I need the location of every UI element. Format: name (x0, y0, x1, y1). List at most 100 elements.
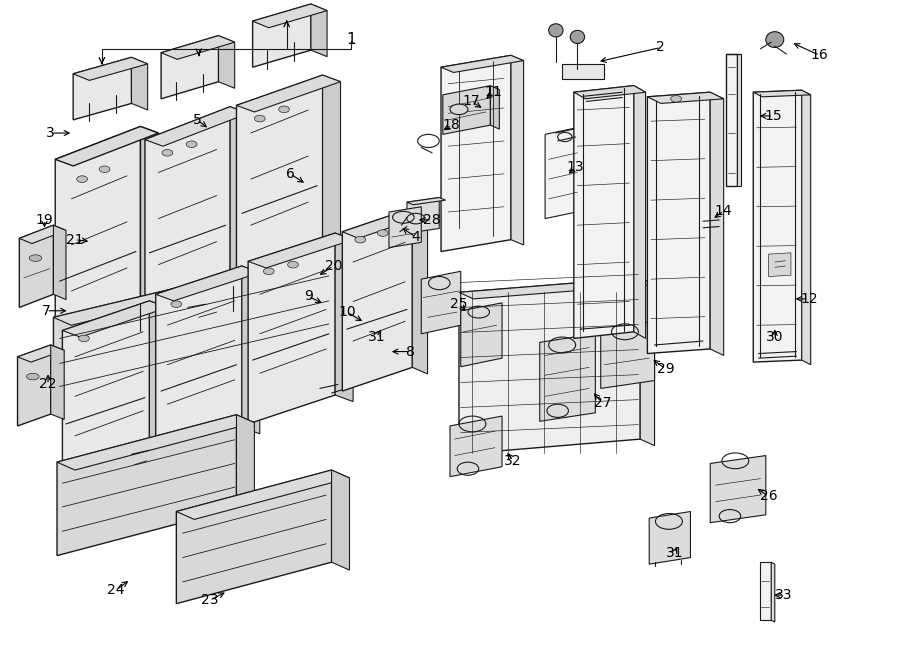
Polygon shape (176, 470, 349, 520)
Polygon shape (407, 198, 446, 205)
Ellipse shape (26, 373, 39, 380)
Polygon shape (140, 126, 158, 350)
Polygon shape (562, 64, 604, 79)
Polygon shape (649, 512, 690, 564)
Polygon shape (55, 126, 158, 166)
Ellipse shape (29, 254, 41, 261)
Text: 7: 7 (42, 304, 50, 318)
Text: 22: 22 (40, 377, 57, 391)
Text: 1: 1 (346, 32, 356, 47)
Ellipse shape (766, 32, 784, 48)
Text: 18: 18 (443, 118, 461, 132)
Ellipse shape (355, 237, 365, 243)
Ellipse shape (264, 268, 274, 274)
Text: 5: 5 (193, 113, 202, 127)
Polygon shape (726, 54, 737, 186)
Text: 29: 29 (656, 362, 674, 375)
Polygon shape (540, 334, 596, 421)
Polygon shape (50, 345, 64, 419)
Polygon shape (230, 106, 248, 311)
Polygon shape (253, 4, 327, 28)
Polygon shape (640, 278, 654, 446)
Polygon shape (237, 414, 255, 516)
Polygon shape (53, 225, 66, 299)
Polygon shape (421, 271, 461, 334)
Text: 26: 26 (760, 489, 778, 504)
Polygon shape (237, 75, 322, 296)
Polygon shape (443, 86, 491, 134)
Text: 2: 2 (656, 40, 665, 54)
Polygon shape (600, 321, 654, 389)
Polygon shape (242, 266, 260, 434)
Text: 23: 23 (201, 594, 219, 607)
Text: 15: 15 (764, 109, 782, 123)
Polygon shape (461, 303, 502, 367)
Polygon shape (574, 86, 645, 98)
Polygon shape (802, 91, 811, 365)
Polygon shape (634, 86, 645, 338)
Polygon shape (57, 414, 237, 556)
Polygon shape (450, 416, 502, 477)
Text: 16: 16 (811, 48, 829, 62)
Text: 27: 27 (594, 396, 611, 410)
Polygon shape (647, 93, 710, 354)
Text: 20: 20 (325, 259, 342, 273)
Polygon shape (545, 126, 583, 219)
Text: 19: 19 (36, 213, 53, 227)
Ellipse shape (78, 335, 89, 342)
Polygon shape (769, 253, 791, 276)
Polygon shape (335, 233, 353, 402)
Polygon shape (771, 563, 775, 622)
Ellipse shape (377, 230, 388, 237)
Polygon shape (412, 208, 427, 374)
Text: 31: 31 (367, 330, 385, 344)
Polygon shape (459, 278, 640, 454)
Text: 25: 25 (450, 297, 468, 311)
Polygon shape (17, 345, 50, 426)
Polygon shape (145, 106, 230, 337)
Text: 13: 13 (567, 160, 584, 175)
Text: 12: 12 (800, 292, 818, 306)
Polygon shape (248, 233, 335, 424)
Ellipse shape (162, 149, 173, 156)
Polygon shape (73, 58, 131, 120)
Ellipse shape (549, 24, 563, 37)
Text: 10: 10 (338, 305, 356, 319)
Polygon shape (248, 233, 353, 268)
Polygon shape (647, 93, 724, 103)
Polygon shape (511, 56, 524, 245)
Polygon shape (19, 225, 66, 244)
Polygon shape (459, 278, 654, 299)
Polygon shape (62, 301, 149, 488)
Text: 11: 11 (484, 85, 502, 99)
Polygon shape (156, 266, 242, 455)
Polygon shape (737, 54, 741, 186)
Polygon shape (17, 345, 64, 362)
Polygon shape (53, 252, 346, 325)
Text: 31: 31 (665, 546, 683, 560)
Polygon shape (57, 414, 255, 470)
Text: 4: 4 (411, 230, 420, 244)
Ellipse shape (186, 141, 197, 147)
Polygon shape (331, 470, 349, 570)
Ellipse shape (450, 104, 468, 114)
Polygon shape (219, 36, 235, 89)
Text: 33: 33 (775, 588, 793, 602)
Polygon shape (73, 58, 148, 81)
Polygon shape (161, 36, 235, 59)
Text: 8: 8 (406, 344, 415, 358)
Polygon shape (149, 301, 167, 465)
Polygon shape (53, 252, 328, 403)
Ellipse shape (571, 30, 585, 44)
Text: 30: 30 (766, 330, 784, 344)
Polygon shape (753, 91, 802, 362)
Polygon shape (322, 75, 340, 272)
Text: 32: 32 (504, 454, 522, 468)
Polygon shape (441, 56, 511, 252)
Polygon shape (161, 36, 219, 98)
Ellipse shape (279, 106, 290, 112)
Polygon shape (710, 93, 724, 356)
Polygon shape (62, 301, 167, 337)
Ellipse shape (255, 115, 266, 122)
Text: 9: 9 (304, 290, 312, 303)
